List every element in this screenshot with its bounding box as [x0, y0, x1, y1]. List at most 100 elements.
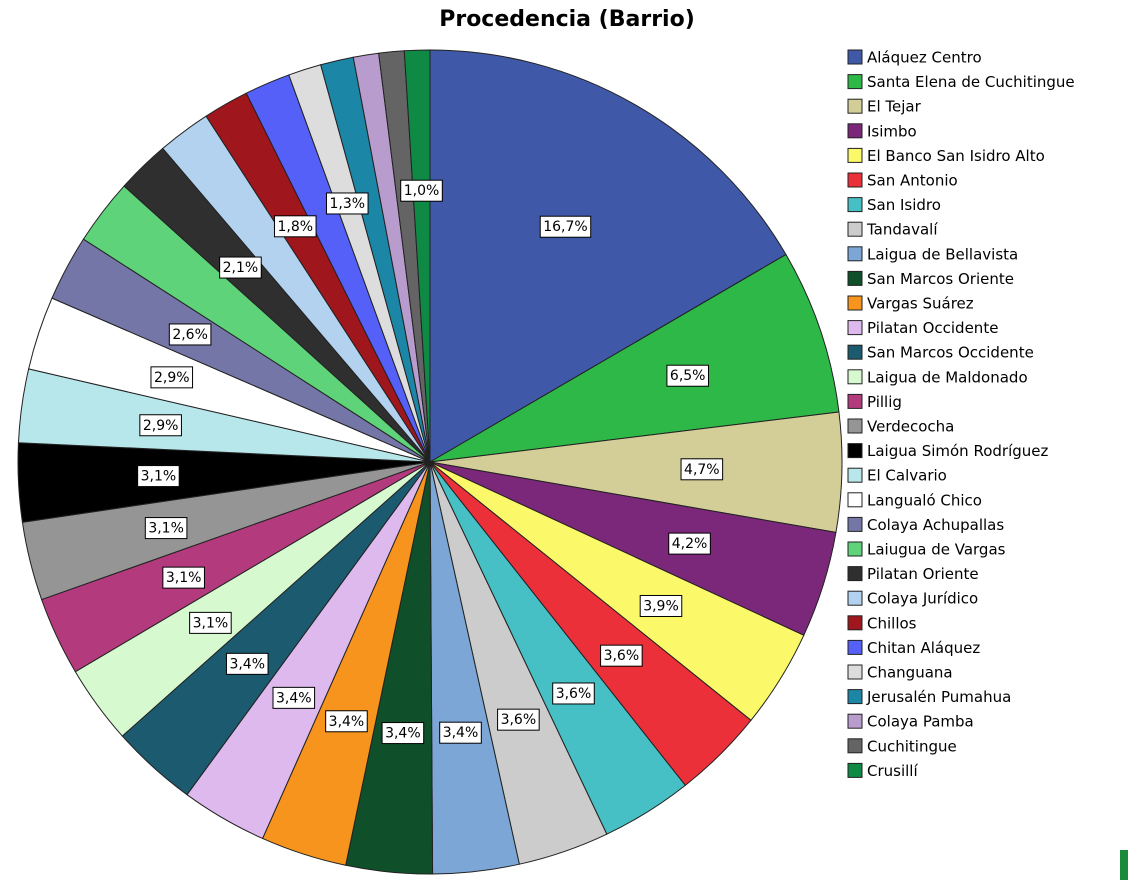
- data-label-box: [639, 594, 683, 617]
- data-label-text: 4,2%: [672, 536, 708, 552]
- data-label-text: 3,6%: [604, 648, 640, 664]
- data-label-text: 3,4%: [443, 725, 479, 741]
- data-label: 16,7%: [539, 215, 592, 238]
- data-label-box: [668, 532, 711, 555]
- legend-label: Pilatan Occidente: [867, 319, 998, 337]
- legend-label: Laiugua de Vargas: [867, 541, 1006, 559]
- data-label-box: [144, 517, 188, 540]
- legend-label: Colaya Pamba: [867, 713, 974, 731]
- data-label: 3,4%: [439, 721, 482, 744]
- data-label-text: 2,9%: [143, 418, 179, 434]
- data-label: 3,1%: [189, 611, 232, 634]
- data-label-box: [666, 364, 709, 387]
- data-label-box: [439, 721, 482, 744]
- data-label-box: [225, 652, 269, 675]
- legend-label: Langualó Chico: [867, 491, 982, 509]
- legend-swatch: [847, 197, 863, 213]
- legend-label: Colaya Jurídico: [867, 590, 978, 608]
- data-label-box: [400, 179, 443, 202]
- legend-label: San Antonio: [867, 172, 958, 190]
- legend-swatch: [847, 147, 863, 163]
- data-label: 3,6%: [497, 708, 540, 731]
- data-label: 1,0%: [400, 179, 443, 202]
- legend-label: Tandavalí: [866, 221, 938, 239]
- data-label-box: [539, 215, 592, 238]
- legend-label: Isimbo: [867, 122, 917, 140]
- data-label-text: 1,0%: [404, 183, 440, 199]
- data-label-box: [497, 708, 540, 731]
- data-label: 3,4%: [381, 722, 425, 745]
- legend-label: Chitan Aláquez: [867, 639, 980, 657]
- legend-swatch: [847, 246, 863, 262]
- data-label-text: 3,4%: [229, 656, 265, 672]
- legend-label: Laigua de Bellavista: [867, 245, 1018, 263]
- legend-label: Changuana: [867, 664, 953, 682]
- legend-swatch: [847, 172, 863, 188]
- data-label-text: 3,6%: [501, 712, 537, 728]
- data-label-box: [600, 644, 643, 667]
- data-label-box: [139, 414, 182, 437]
- data-label-text: 3,1%: [141, 469, 177, 485]
- data-label-box: [272, 686, 316, 709]
- legend-label: Pilatan Oriente: [867, 565, 979, 583]
- legend-swatch: [847, 762, 863, 778]
- data-label: 3,1%: [144, 517, 188, 540]
- data-label: 2,6%: [168, 323, 212, 346]
- legend-label: El Calvario: [867, 467, 947, 485]
- data-label-text: 3,9%: [643, 598, 679, 614]
- legend-swatch: [847, 516, 863, 532]
- legend-label: Vargas Suárez: [867, 295, 974, 313]
- legend-swatch: [847, 738, 863, 754]
- data-label-text: 1,8%: [277, 219, 313, 235]
- legend-label: San Marcos Occidente: [867, 344, 1034, 362]
- data-label-text: 2,1%: [223, 260, 259, 276]
- data-label-text: 2,9%: [154, 370, 190, 386]
- legend-label: Laigua de Maldonado: [867, 368, 1028, 386]
- legend-swatch: [847, 98, 863, 114]
- data-label-box: [325, 192, 369, 215]
- legend-swatch: [847, 393, 863, 409]
- legend-swatch: [847, 541, 863, 557]
- legend-label: Cuchitingue: [867, 737, 957, 755]
- data-label: 4,2%: [668, 532, 711, 555]
- legend-swatch: [847, 467, 863, 483]
- legend-label: Aláquez Centro: [867, 49, 982, 67]
- legend-label: Pillig: [867, 393, 902, 411]
- legend-swatch: [847, 689, 863, 705]
- data-label: 1,8%: [273, 215, 317, 238]
- data-label: 3,6%: [552, 682, 595, 705]
- legend-swatch: [847, 443, 863, 459]
- data-label-text: 4,7%: [684, 462, 720, 478]
- data-label-box: [137, 465, 180, 488]
- legend-swatch: [847, 270, 863, 286]
- data-label: 3,4%: [325, 710, 368, 733]
- data-label-box: [189, 611, 232, 634]
- pie-slice: [403, 49, 431, 463]
- pie-slice: [429, 49, 787, 463]
- data-label: 3,9%: [639, 594, 683, 617]
- data-label-text: 3,1%: [148, 521, 184, 537]
- data-label: 1,3%: [325, 192, 369, 215]
- legend-swatch: [847, 492, 863, 508]
- legend-label: El Banco San Isidro Alto: [867, 147, 1045, 165]
- data-label: 3,4%: [225, 652, 269, 675]
- legend-label: San Isidro: [867, 196, 941, 214]
- legend-label: Colaya Achupallas: [867, 516, 1004, 534]
- data-label-box: [381, 722, 425, 745]
- legend-swatch: [847, 369, 863, 385]
- data-label: 2,1%: [219, 256, 262, 279]
- data-label-text: 3,1%: [193, 615, 229, 631]
- data-label-box: [168, 323, 212, 346]
- data-label-text: 16,7%: [543, 219, 587, 235]
- chart-title: Procedencia (Barrio): [439, 7, 695, 32]
- data-label: 2,9%: [150, 366, 194, 389]
- pie-slice: [429, 253, 840, 463]
- corner-mark: [1120, 850, 1128, 880]
- data-label-box: [325, 710, 368, 733]
- legend-swatch: [847, 320, 863, 336]
- data-label-box: [162, 566, 205, 589]
- data-label: 4,7%: [680, 458, 724, 481]
- legend-label: Chillos: [867, 614, 917, 632]
- legend-label: Laigua Simón Rodríguez: [867, 442, 1048, 460]
